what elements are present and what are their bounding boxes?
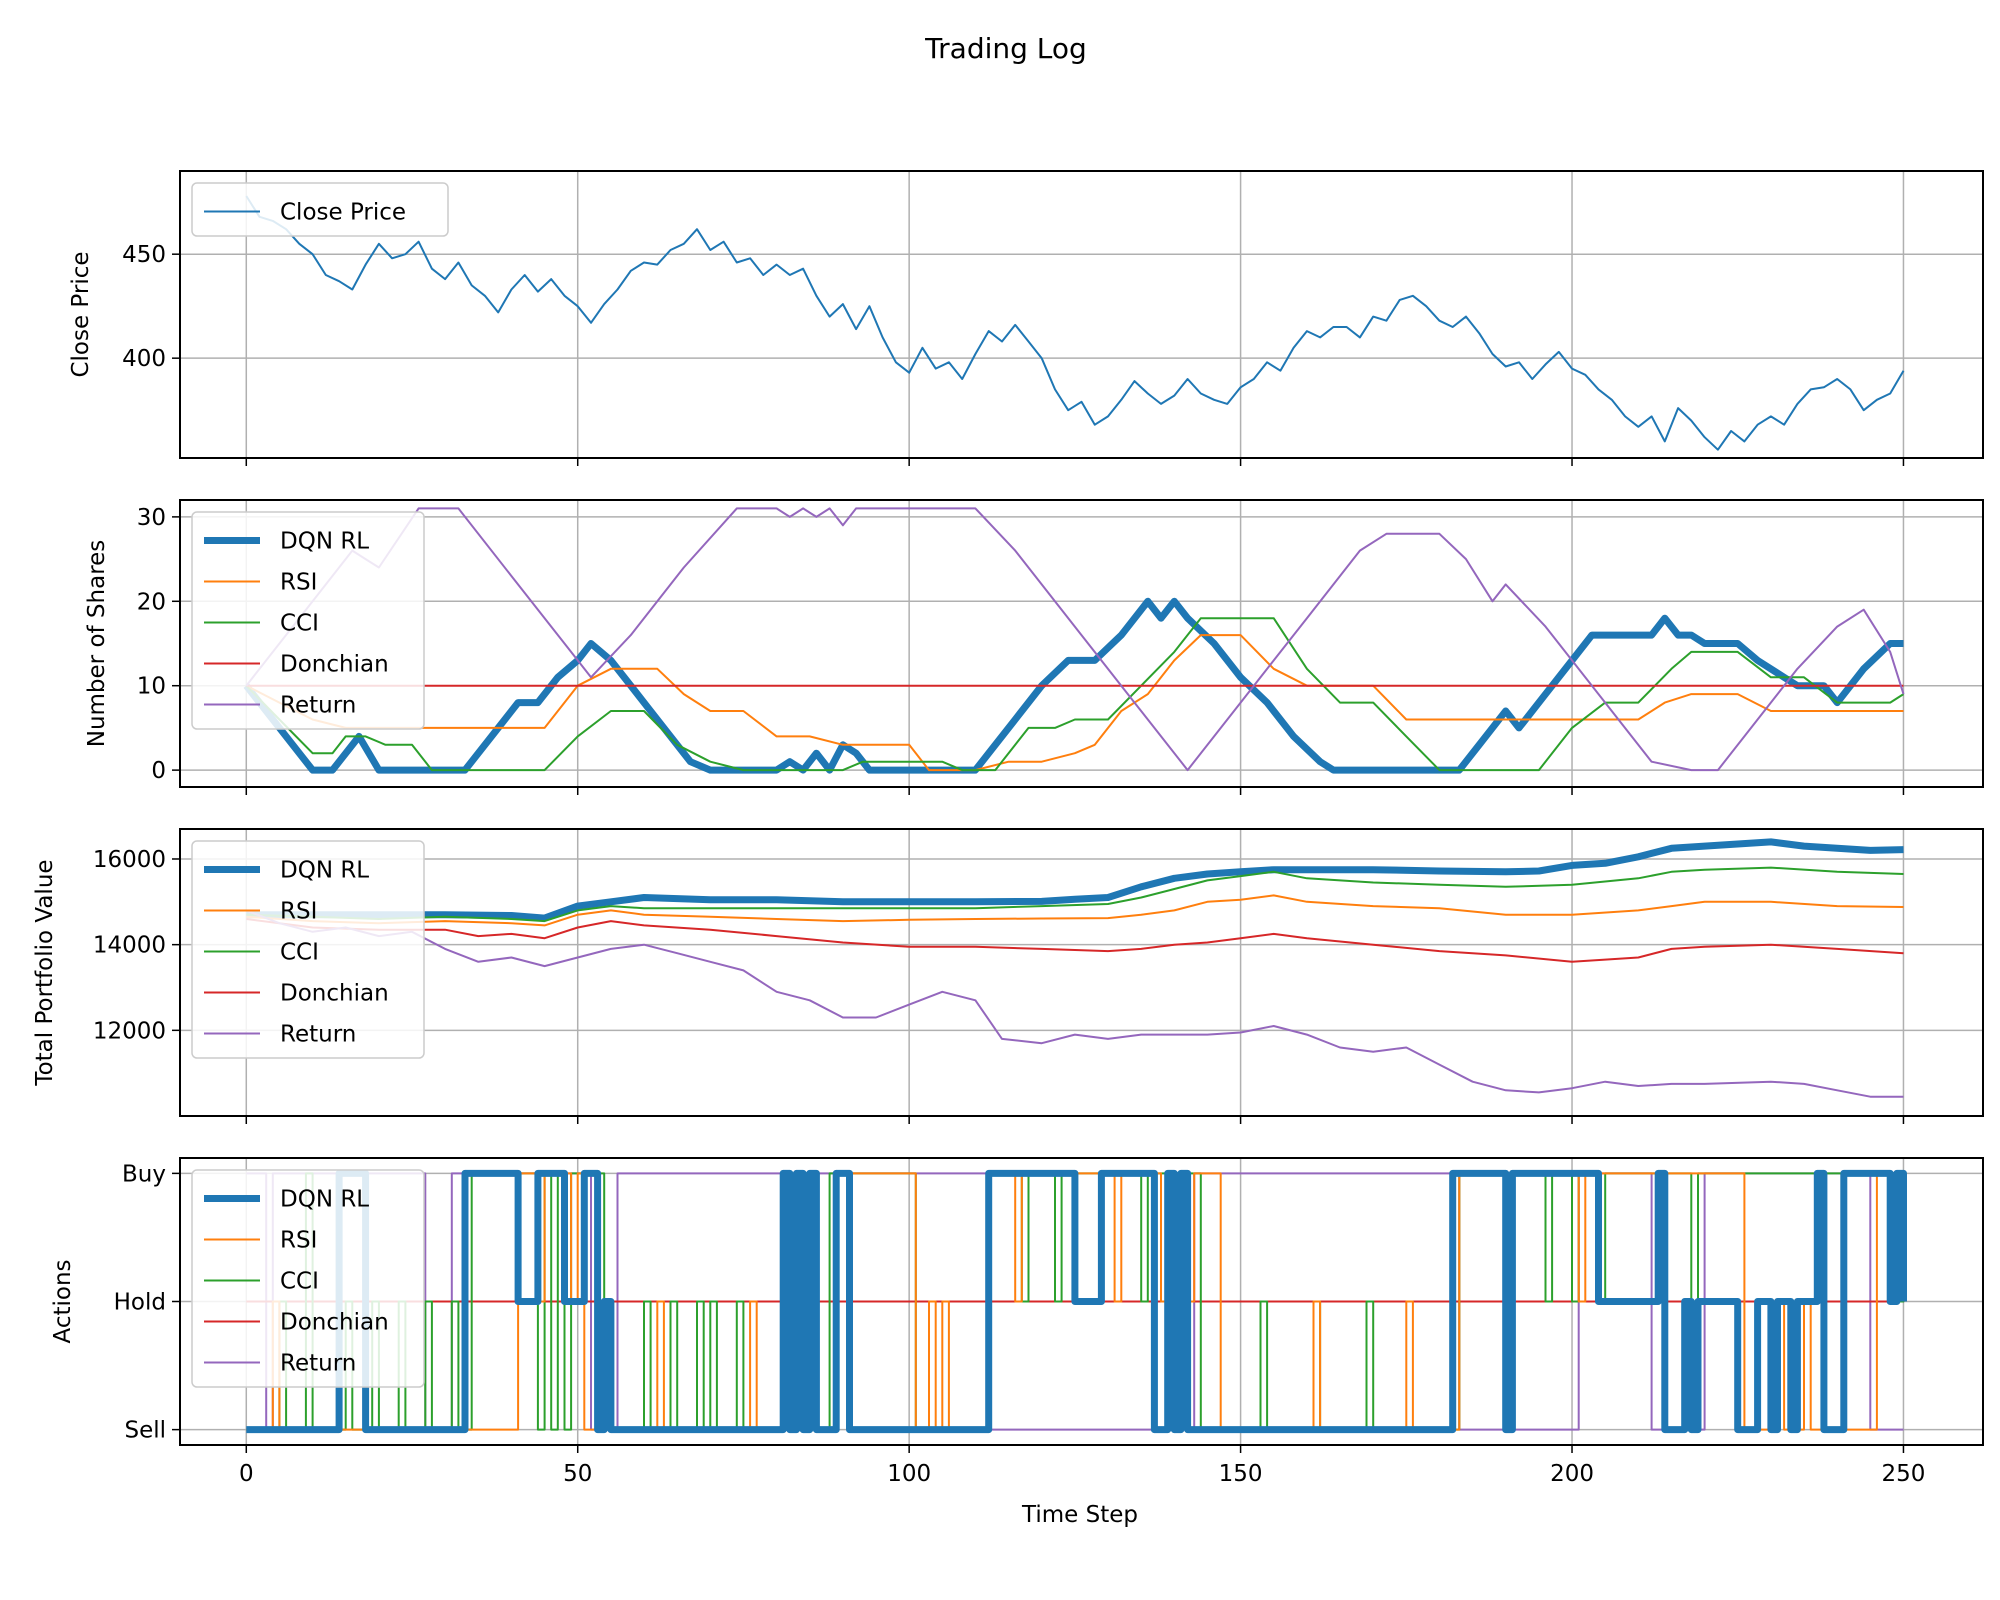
legend-label: Donchian [280, 981, 389, 1007]
legend-box [191, 1169, 425, 1388]
legend-box [191, 511, 425, 730]
y-axis-label: Actions [50, 1259, 76, 1343]
y-axis-label: Number of Shares [84, 540, 110, 748]
legend-label: Return [280, 1022, 356, 1048]
y-axis-label: Total Portfolio Value [32, 859, 58, 1086]
series-line-return [245, 507, 1905, 772]
x-tick-label: 200 [1550, 1461, 1594, 1487]
legend-label: Return [280, 693, 356, 719]
axes-frame [179, 170, 1984, 459]
series-line-dqn-rl [243, 597, 1904, 774]
legend-label: Return [280, 1351, 356, 1377]
series-group [243, 507, 1905, 774]
series-line-rsi [246, 894, 1904, 927]
x-tick-label: 0 [239, 1461, 254, 1487]
y-tick-label: 10 [137, 674, 166, 700]
legend: DQN RL RSI CCI Donchian Return [191, 511, 425, 730]
legend-label: DQN RL [280, 1187, 369, 1213]
axes-frame [179, 828, 1984, 1117]
series-group [246, 1169, 1907, 1434]
legend-label: DQN RL [280, 858, 369, 884]
legend-label: Donchian [280, 1310, 389, 1336]
legend-label: Donchian [280, 652, 389, 678]
y-tick-label: 0 [151, 758, 166, 784]
axes-frame [179, 499, 1984, 788]
y-tick-label: Sell [124, 1418, 166, 1444]
series-line-cci [246, 866, 1904, 923]
x-axis-label: Time Step [1021, 1502, 1138, 1528]
x-tick-label: 100 [887, 1461, 931, 1487]
y-tick-label: 16000 [93, 847, 166, 873]
y-tick-label: 400 [122, 346, 166, 372]
legend: Close Price [191, 182, 449, 237]
series-line-dqn-rl [246, 838, 1904, 922]
panel-close: 400 450 Close Price Close Price [68, 170, 1984, 466]
y-tick-label: 14000 [93, 933, 166, 959]
series-line-close-price [245, 195, 1905, 451]
series-line-dqn-rl [246, 1169, 1907, 1434]
series-line-donchian [246, 918, 1904, 963]
legend-label: Close Price [280, 200, 406, 226]
y-tick-label: Hold [114, 1290, 166, 1316]
legend-box [191, 840, 425, 1059]
y-tick-label: 12000 [93, 1018, 166, 1044]
legend-label: RSI [280, 899, 317, 925]
x-tick-label: 250 [1882, 1461, 1926, 1487]
legend: DQN RL RSI CCI Donchian Return [191, 840, 425, 1059]
legend-label: CCI [280, 940, 319, 966]
series-group [245, 838, 1904, 1098]
series-group [245, 195, 1905, 451]
panel-actions: Sell Hold Buy 0 50 100 150 200 250 Actions DQN RL R… [50, 1157, 1984, 1487]
subplots: 400 450 Close Price Close Price 0 10 20 30 Numbe… [32, 170, 1984, 1487]
legend-label: CCI [280, 611, 319, 637]
y-tick-label: Buy [122, 1161, 166, 1187]
legend: DQN RL RSI CCI Donchian Return [191, 1169, 425, 1388]
x-tick-label: 50 [563, 1461, 592, 1487]
legend-label: DQN RL [280, 529, 369, 555]
series-line-return [245, 909, 1904, 1098]
series-line-rsi [245, 634, 1904, 772]
panel-portfolio: 12000 14000 16000 Total Portfolio Value DQN … [32, 828, 1984, 1124]
series-line-cci [245, 617, 1905, 772]
legend-box [191, 182, 449, 237]
x-tick-label: 150 [1219, 1461, 1263, 1487]
y-tick-label: 450 [122, 242, 166, 268]
panel-shares: 0 10 20 30 Number of Shares DQN RL RSI CCI Donch… [84, 499, 1984, 795]
legend-label: CCI [280, 1269, 319, 1295]
figure-title: Trading Log [924, 32, 1087, 65]
legend-label: RSI [280, 1228, 317, 1254]
legend-label: RSI [280, 570, 317, 596]
y-axis-label: Close Price [68, 251, 94, 377]
y-tick-label: 30 [137, 505, 166, 531]
y-tick-label: 20 [137, 589, 166, 615]
